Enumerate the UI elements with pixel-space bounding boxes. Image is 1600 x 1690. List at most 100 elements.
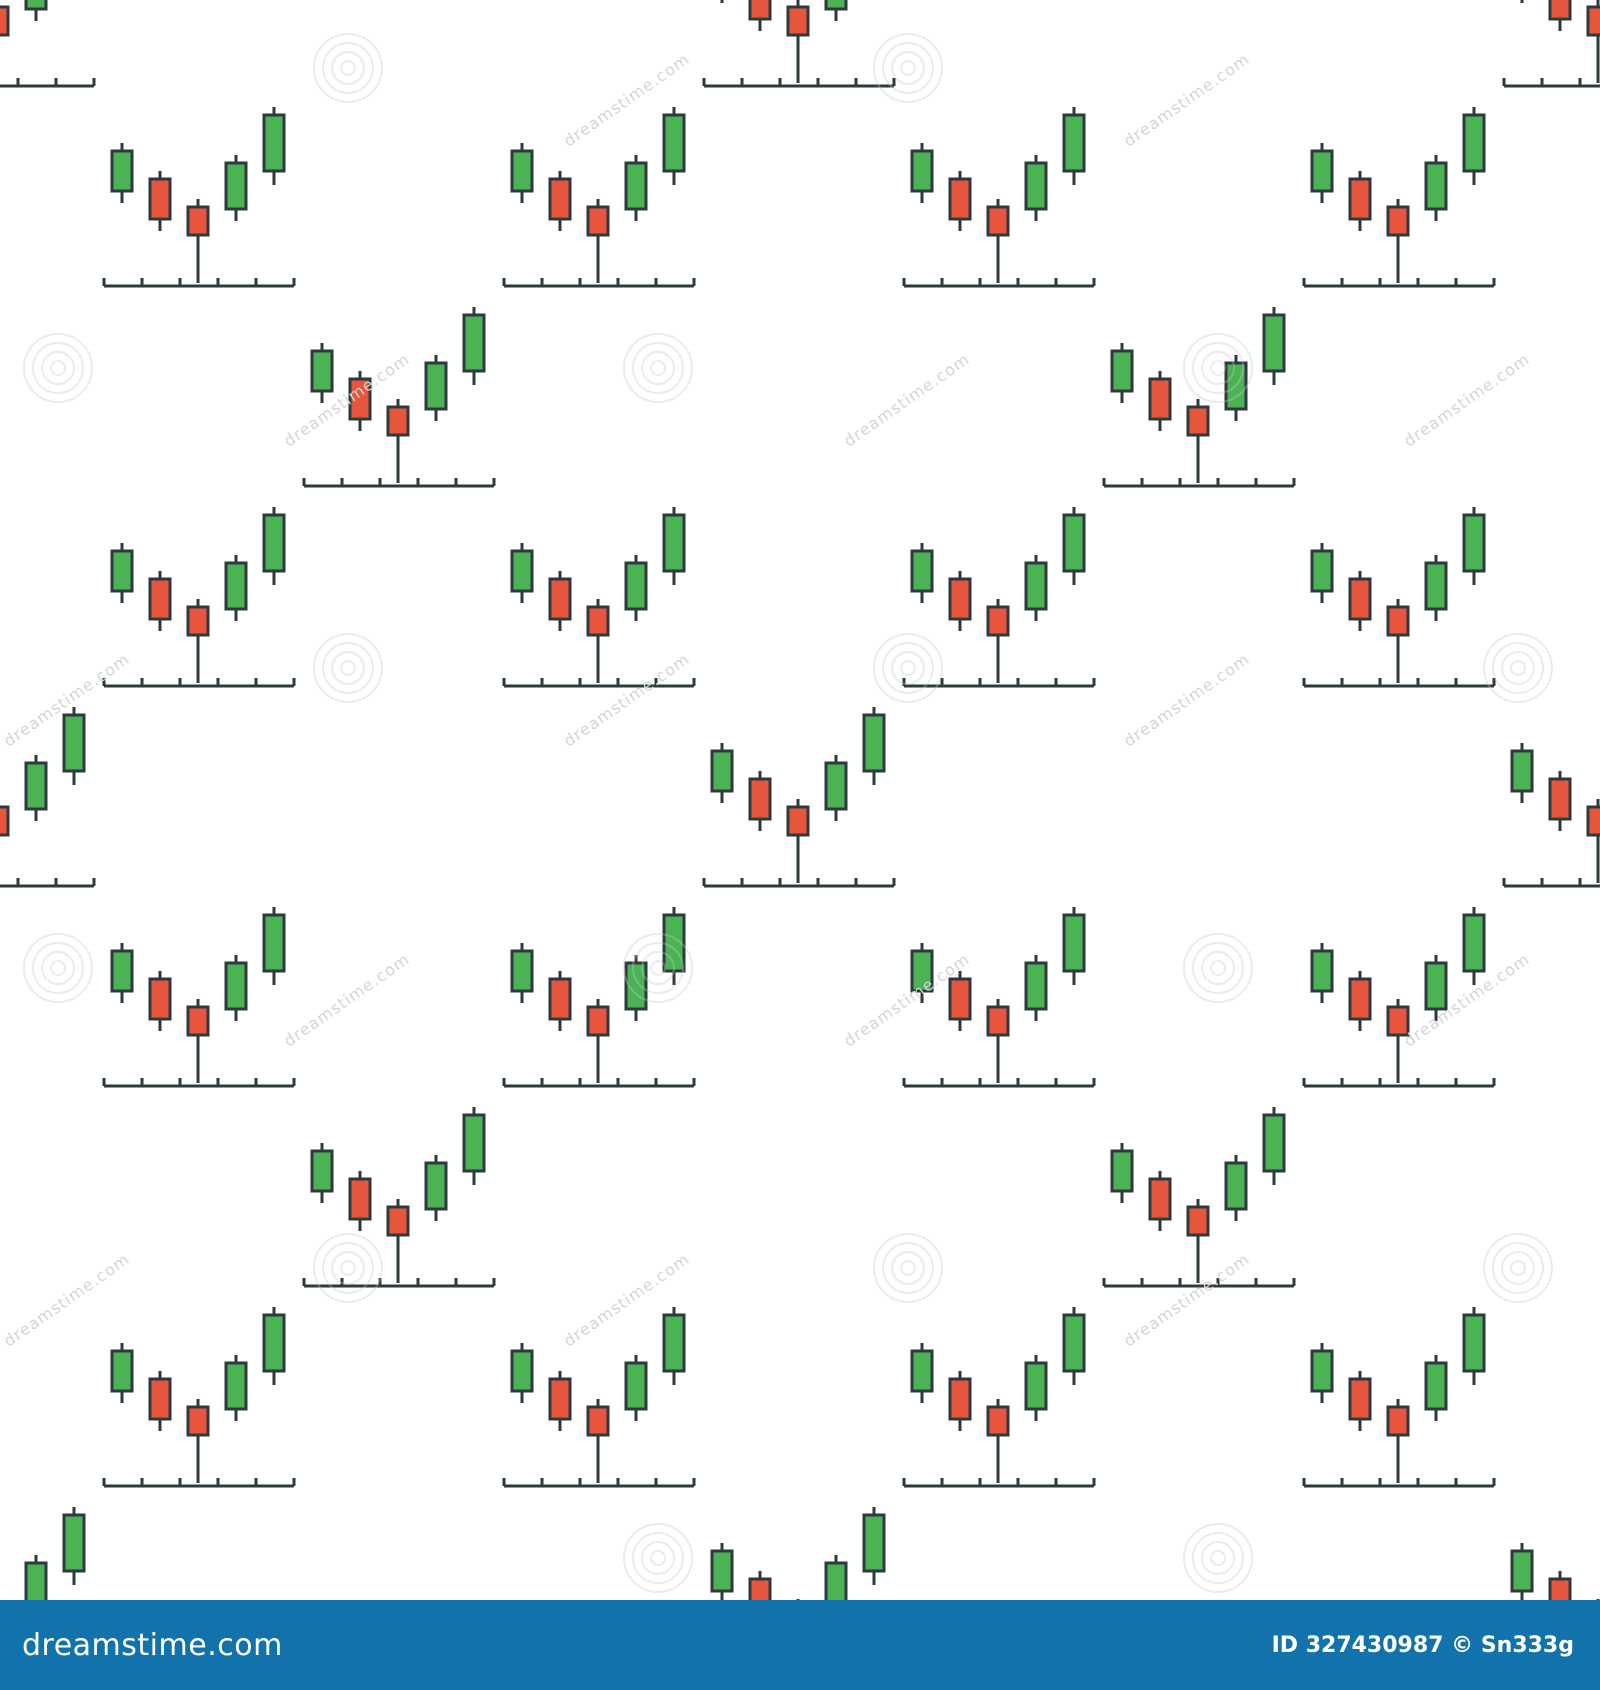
candle-body	[1586, 805, 1600, 837]
candle-bullish	[510, 943, 534, 1003]
candle-bearish	[1348, 171, 1372, 231]
candle-bullish	[1424, 555, 1448, 621]
candle-body	[662, 913, 686, 973]
candle-body	[510, 949, 534, 993]
candle-bullish	[1310, 143, 1334, 203]
candle-bullish	[462, 307, 486, 385]
candle-body	[662, 113, 686, 173]
candle-body	[1310, 949, 1334, 993]
candle-bullish	[624, 1355, 648, 1421]
candle-body	[1424, 961, 1448, 1011]
candle-bearish	[148, 571, 172, 631]
chart-motif	[902, 1307, 1096, 1488]
candle-body	[62, 1513, 86, 1573]
candle-bearish	[348, 1171, 372, 1231]
candle-body	[948, 577, 972, 621]
swirl-icon	[620, 930, 696, 1006]
candle-body	[462, 1113, 486, 1173]
candle-body	[824, 1561, 848, 1600]
candle-body	[624, 561, 648, 611]
candle-bearish	[1348, 1371, 1372, 1431]
candle-body	[24, 1561, 48, 1600]
candle-bullish	[224, 955, 248, 1021]
candle-body	[1462, 513, 1486, 573]
candle-body	[748, 777, 772, 821]
candle-body	[986, 1005, 1010, 1037]
candle-bullish	[710, 743, 734, 803]
candle-body	[1262, 313, 1286, 373]
candle-body	[1310, 149, 1334, 193]
image-id: ID 327430987	[1271, 1632, 1444, 1658]
candle-body	[1386, 1005, 1410, 1037]
candle-bearish	[548, 571, 572, 631]
swirl-icon	[620, 330, 696, 406]
candle-body	[1186, 405, 1210, 437]
candle-bullish	[510, 1343, 534, 1403]
candle-body	[824, 761, 848, 811]
candle-body	[262, 1313, 286, 1373]
candle-bullish	[24, 1555, 48, 1600]
candle-body	[110, 149, 134, 193]
candle-bullish	[662, 907, 686, 985]
candle-body	[910, 549, 934, 593]
candle-body	[1024, 561, 1048, 611]
candle-bullish	[1310, 943, 1334, 1003]
candle-body	[110, 549, 134, 593]
candle-body	[1110, 349, 1134, 393]
copyright-icon: ©	[1451, 1632, 1474, 1658]
candle-bullish	[1262, 1107, 1286, 1185]
candle-body	[262, 913, 286, 973]
candle-bullish	[262, 107, 286, 185]
candle-body	[1386, 205, 1410, 237]
candle-bullish	[1024, 1355, 1048, 1421]
swirl-icon	[1480, 1230, 1556, 1306]
candle-bearish	[986, 999, 1010, 1083]
candle-body	[986, 1405, 1010, 1437]
candle-body	[1424, 161, 1448, 211]
swirl-icon	[870, 1230, 946, 1306]
candle-bearish	[386, 1199, 410, 1283]
candle-body	[1148, 1177, 1172, 1221]
candle-bullish	[824, 755, 848, 821]
chart-motif	[102, 507, 296, 688]
candle-body	[386, 1205, 410, 1237]
chart-motif	[1102, 1107, 1296, 1288]
candle-body	[1110, 1149, 1134, 1193]
chart-motif	[502, 507, 696, 688]
candle-bullish	[824, 0, 848, 21]
candle-bullish	[1024, 955, 1048, 1021]
candle-body	[1462, 1313, 1486, 1373]
candle-bullish	[1110, 343, 1134, 403]
candle-bearish	[786, 0, 810, 83]
candle-bearish	[1586, 799, 1600, 883]
candle-bullish	[624, 155, 648, 221]
candle-body	[710, 749, 734, 793]
candle-bearish	[1586, 0, 1600, 83]
candle-bullish	[110, 1343, 134, 1403]
candle-body	[1024, 961, 1048, 1011]
candle-body	[624, 161, 648, 211]
candle-bearish	[986, 599, 1010, 683]
candle-bearish	[548, 1371, 572, 1431]
candle-bullish	[910, 1343, 934, 1403]
dreamstime-logo[interactable]: dreamstime.com	[22, 1627, 283, 1663]
author-name[interactable]: Sn333g	[1480, 1632, 1574, 1658]
chart-motif	[102, 107, 296, 288]
candle-body	[148, 577, 172, 621]
candle-body	[24, 0, 48, 11]
chart-motif	[702, 707, 896, 888]
candle-bullish	[1510, 743, 1534, 803]
candle-bearish	[786, 799, 810, 883]
chart-motif	[1102, 307, 1296, 488]
swirl-icon	[870, 30, 946, 106]
candle-bullish	[1462, 107, 1486, 185]
candle-bearish	[986, 199, 1010, 283]
candle-body	[1062, 1313, 1086, 1373]
footer-bar: dreamstime.com ID 327430987 © Sn333g	[0, 1600, 1600, 1690]
swirl-icon	[310, 630, 386, 706]
swirl-icon	[1180, 330, 1256, 406]
candle-body	[510, 1349, 534, 1393]
candle-bullish	[710, 1543, 734, 1600]
swirl-icon	[20, 930, 96, 1006]
candle-bearish	[148, 971, 172, 1031]
